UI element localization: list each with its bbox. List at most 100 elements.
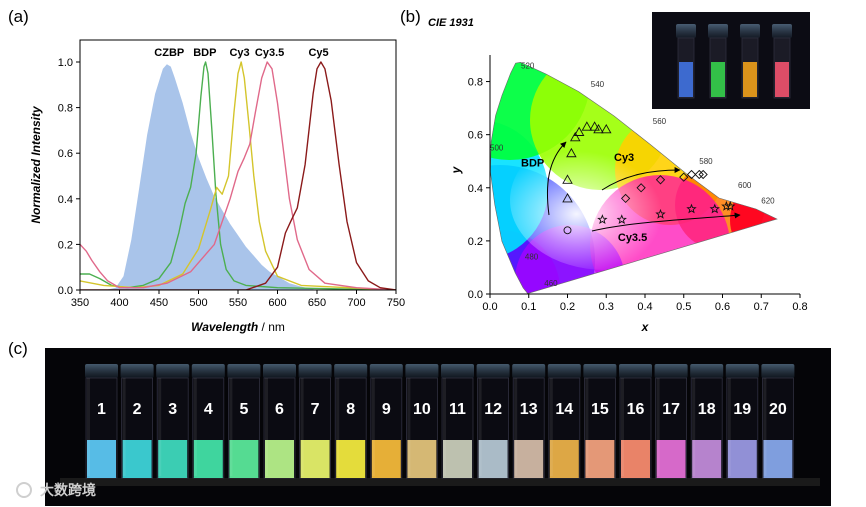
vial-glare	[727, 378, 731, 476]
vial: 8	[334, 364, 368, 479]
vial-glare	[585, 378, 589, 476]
vial-cap	[512, 364, 546, 378]
vial-number: 3	[168, 401, 177, 418]
panel-label-a: (a)	[8, 7, 29, 26]
cie-series-labels: BDP Cy3 Cy3.5	[521, 152, 647, 244]
cie-x-tick-label: 0.4	[637, 301, 652, 313]
vial: 13	[512, 364, 546, 479]
bdp-point	[562, 174, 573, 184]
cie-y-axis-title: y	[449, 165, 463, 174]
vial-liquid	[300, 440, 330, 478]
vial-number: 10	[413, 401, 431, 418]
y-tick-label: 0.6	[58, 148, 73, 160]
vial: 2	[120, 364, 154, 479]
bdp-point	[573, 126, 585, 136]
vial-liquid	[265, 440, 294, 478]
bdp-point	[581, 121, 593, 131]
vial-liquid	[621, 440, 650, 478]
bdp-point	[562, 192, 573, 203]
vial-liquid	[158, 440, 188, 478]
vial-cap	[120, 364, 154, 378]
bdp-point	[569, 131, 581, 142]
vial-glare	[265, 378, 268, 476]
series-cy3-line	[80, 61, 396, 290]
vial-number: 14	[555, 401, 573, 418]
x-axis-title-main: Wavelength	[191, 320, 258, 334]
vial-glare	[300, 378, 304, 476]
vial-cap	[583, 364, 617, 378]
vial-liquid	[585, 440, 615, 478]
cie-x-tick-label: 0.8	[792, 301, 807, 313]
wavelength-label: 620	[761, 197, 775, 206]
bdp-point	[566, 147, 577, 158]
vial-glare	[549, 378, 553, 476]
vial: 3	[156, 364, 190, 479]
cie-y-tick-label: 0.2	[468, 236, 483, 248]
vial: 10	[405, 364, 439, 479]
vial-liquid	[87, 440, 116, 478]
vial-glare	[514, 378, 518, 476]
vial-glare	[229, 378, 233, 476]
spectral-locus	[490, 61, 778, 294]
cy3-point	[679, 172, 689, 182]
vial-glare	[407, 378, 411, 476]
vial: 5	[227, 364, 261, 479]
vial-cap	[156, 364, 190, 378]
series-label: BDP	[193, 47, 216, 59]
cie-y-tick-label: 0.4	[468, 183, 483, 195]
vial: 17	[654, 364, 688, 479]
cie-y-tick-label: 0.8	[468, 77, 483, 89]
series-cy5-line	[80, 61, 396, 290]
vial-cap	[441, 364, 474, 378]
vial-liquid	[122, 440, 152, 478]
vial-liquid	[193, 440, 223, 478]
cie-series-label: Cy3	[614, 152, 634, 164]
vial-number: 20	[769, 401, 787, 418]
vial-cap	[761, 364, 795, 378]
cy3-point	[698, 169, 708, 180]
wavelength-label: 600	[738, 181, 752, 190]
vial-number: 13	[520, 401, 538, 418]
x-axis-title: Wavelength / nm	[191, 320, 285, 334]
vial-glare	[371, 378, 375, 476]
x-tick-label: 750	[387, 297, 405, 309]
cie-y-tick-label: 0.6	[468, 130, 483, 142]
cie-x-axis-title: x	[641, 320, 650, 334]
vial-number: 9	[382, 401, 391, 418]
cie-trend-arrows	[546, 141, 741, 232]
cie-title: CIE 1931	[428, 17, 474, 29]
vial-liquid	[229, 440, 259, 478]
cy3-point	[694, 169, 704, 180]
cy35-point	[725, 200, 736, 211]
cie-wavelength-labels: 460 480 500 520 540 560 580 600 620	[490, 61, 775, 288]
cy35-point	[655, 208, 666, 219]
x-tick-label: 450	[150, 297, 168, 309]
vial-cap	[654, 364, 688, 378]
vial-liquid	[407, 440, 437, 478]
vial-glare	[87, 378, 90, 476]
series-label: CZBP	[154, 47, 184, 59]
vial: 7	[298, 364, 332, 479]
vial: 15	[583, 364, 617, 479]
wavelength-label: 540	[591, 80, 605, 89]
cie-x-tick-label: 0.5	[676, 301, 691, 313]
vial-number: 6	[275, 401, 284, 418]
watermark-text: 大数跨境	[40, 482, 96, 498]
vial-photo: 1 2 3 4 5 6 7 8 9 10 11 12 13 14 15 16 17 18 19 20	[45, 348, 831, 506]
cie-y-tick-label: 0.0	[468, 289, 483, 301]
vial-liquid	[763, 440, 793, 478]
vial-cap	[263, 364, 296, 378]
x-tick-label: 400	[110, 297, 128, 309]
watermark-logo-icon	[16, 482, 32, 498]
inset-vial-liquid	[775, 62, 789, 97]
panel-label-b: (b)	[400, 7, 421, 26]
inset-vial-cap	[740, 24, 760, 38]
vial-shelf	[60, 478, 820, 486]
cie-x-tick-label: 0.3	[599, 301, 614, 313]
vial: 19	[725, 364, 759, 479]
wavelength-label: 460	[544, 279, 558, 288]
wavelength-label: 500	[490, 144, 504, 153]
vial-cap	[547, 364, 581, 378]
vial: 4	[191, 364, 225, 479]
inset-vial-photo	[652, 12, 810, 109]
